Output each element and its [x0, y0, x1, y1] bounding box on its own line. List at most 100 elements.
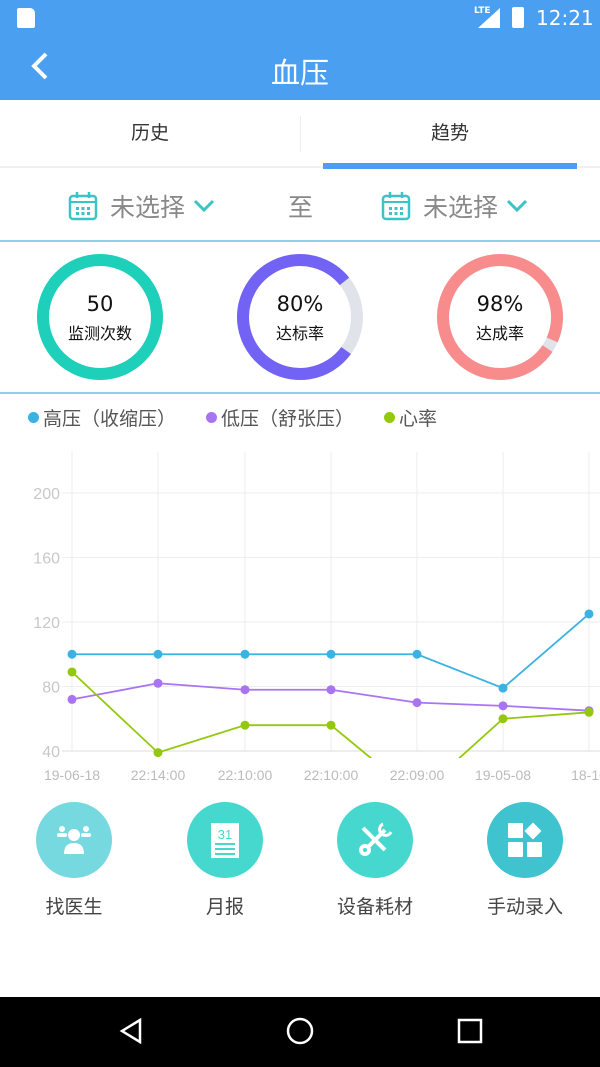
action-label: 设备耗材: [336, 896, 413, 918]
clock: 12:21: [536, 6, 594, 30]
data-point[interactable]: [67, 694, 77, 704]
device-supplies-button[interactable]: 设备耗材: [315, 802, 435, 919]
start-date-value: 未选择: [110, 193, 186, 222]
gauge-ring: [237, 254, 363, 380]
end-date-picker[interactable]: 未选择: [381, 188, 528, 224]
action-label: 手动录入: [486, 896, 563, 918]
x-tick-label: 22:09:00: [390, 767, 445, 783]
network-type: LTE: [474, 6, 491, 16]
page-title: 血压: [270, 56, 329, 90]
action-circle: [337, 802, 413, 878]
action-circle: [487, 802, 563, 878]
x-tick-label: 19-05-08: [475, 767, 531, 783]
start-date-picker[interactable]: 未选择: [68, 188, 215, 224]
range-separator: 至: [288, 193, 314, 222]
legend-label: 心率: [399, 408, 438, 430]
tab-trend[interactable]: 趋势: [430, 122, 469, 144]
data-point[interactable]: [240, 720, 250, 730]
svg-text:31: 31: [218, 827, 232, 842]
tools-icon: [359, 822, 393, 856]
gauge-value: 50: [86, 292, 114, 316]
data-point[interactable]: [584, 609, 594, 619]
chevron-down-icon: [193, 199, 215, 213]
data-point[interactable]: [240, 649, 250, 659]
trend-chart[interactable]: 40 80 120 160 200 19-06-18 22:14:00 22:10:00 22:…: [0, 440, 600, 790]
gauge-compliance-rate: 80% 达标率: [235, 252, 365, 382]
y-tick-label: 200: [33, 486, 60, 503]
x-tick-label: 22:10:00: [304, 767, 359, 783]
date-range: 未选择 至 未选择: [0, 170, 600, 242]
action-circle: [36, 802, 112, 878]
legend-item-heart-rate: 心率: [384, 404, 437, 431]
gauge-ring: [437, 254, 563, 380]
gauge-label: 达成率: [475, 324, 524, 343]
data-point[interactable]: [412, 649, 422, 659]
calendar-icon: [381, 192, 411, 221]
gauge-value: 98%: [476, 292, 524, 316]
chart-legend: 高压（收缩压） 低压（舒张压） 心率: [28, 404, 467, 431]
home-nav-button[interactable]: [286, 1017, 314, 1045]
stats-panel: 50 监测次数 80% 达标率 98% 达成率: [0, 242, 600, 394]
action-circle: 31: [187, 802, 263, 878]
sd-card-icon: [17, 8, 35, 28]
legend-item-systolic: 高压（收缩压）: [28, 404, 176, 431]
chevron-left-icon: [31, 52, 48, 80]
chevron-down-icon: [506, 199, 528, 213]
calendar-icon: [68, 192, 98, 221]
apps-grid-icon: [508, 822, 542, 857]
y-tick-label: 40: [42, 744, 60, 761]
action-label: 找医生: [45, 896, 103, 918]
data-point[interactable]: [326, 685, 336, 695]
tab-bar: 历史 趋势: [0, 100, 600, 169]
battery-icon: [512, 7, 524, 28]
data-point[interactable]: [67, 649, 77, 659]
data-point[interactable]: [412, 698, 422, 708]
gauge-ring: [37, 254, 163, 380]
tab-divider: [300, 116, 301, 152]
data-point[interactable]: [67, 667, 77, 677]
data-point[interactable]: [498, 714, 508, 724]
legend-label: 低压（舒张压）: [221, 408, 355, 430]
end-date-value: 未选择: [423, 193, 499, 222]
calendar-report-icon: 31: [211, 823, 239, 858]
find-doctor-button[interactable]: 找医生: [14, 802, 134, 919]
action-label: 月报: [205, 896, 244, 918]
y-tick-label: 120: [33, 615, 60, 632]
x-tick-label: 22:10:00: [218, 767, 273, 783]
data-point[interactable]: [153, 649, 163, 659]
quick-actions: 找医生 31 月报 设备耗材 手动录入: [0, 802, 600, 932]
x-tick-label: 18-10: [571, 767, 600, 783]
monthly-report-button[interactable]: 31 月报: [165, 802, 285, 919]
data-point[interactable]: [240, 685, 250, 695]
signal-icon: [478, 8, 500, 28]
legend-item-diastolic: 低压（舒张压）: [206, 404, 354, 431]
legend-dot: [384, 412, 396, 423]
system-nav-bar: [0, 997, 600, 1067]
data-point[interactable]: [498, 701, 508, 711]
gauge-label: 监测次数: [67, 324, 132, 343]
data-point[interactable]: [498, 683, 508, 693]
y-tick-label: 160: [33, 551, 60, 568]
back-button[interactable]: [28, 50, 52, 87]
data-point[interactable]: [326, 720, 336, 730]
manual-entry-button[interactable]: 手动录入: [465, 802, 585, 919]
status-bar: LTE 12:21: [0, 0, 600, 36]
gauge-label: 达标率: [275, 324, 324, 343]
data-point[interactable]: [153, 678, 163, 688]
back-nav-button[interactable]: [118, 1017, 144, 1045]
tab-history[interactable]: 历史: [130, 122, 169, 144]
data-point[interactable]: [153, 748, 163, 758]
x-tick-label: 19-06-18: [44, 767, 100, 783]
recents-nav-button[interactable]: [457, 1017, 483, 1045]
app-bar: 血压: [0, 36, 600, 100]
legend-dot: [28, 412, 39, 423]
plot-area: [67, 609, 594, 758]
data-point[interactable]: [326, 649, 336, 659]
legend-label: 高压（收缩压）: [43, 408, 177, 430]
x-tick-label: 22:14:00: [131, 767, 186, 783]
y-tick-label: 80: [42, 680, 60, 697]
tab-indicator: [323, 163, 577, 169]
gauge-measure-count: 50 监测次数: [35, 252, 165, 382]
gauge-value: 80%: [276, 292, 324, 316]
data-point[interactable]: [584, 707, 594, 717]
